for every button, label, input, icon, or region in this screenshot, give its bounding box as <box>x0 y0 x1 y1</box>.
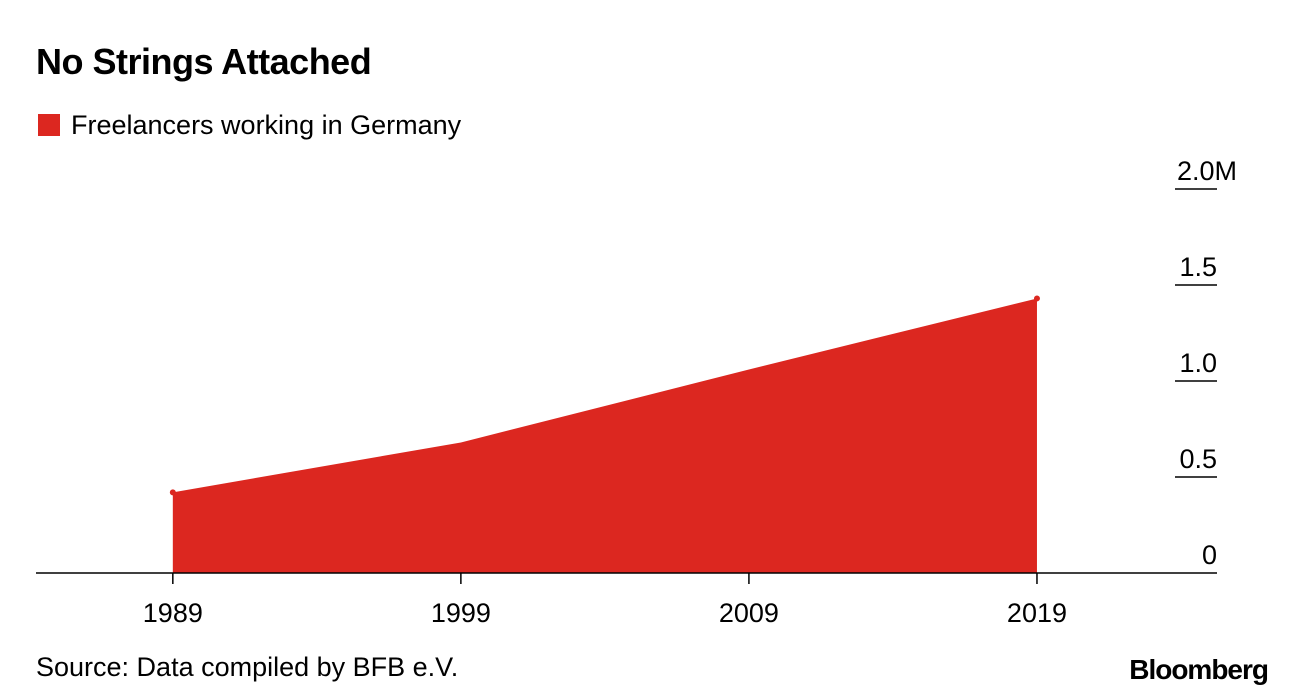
y-tick-label: 1.0 <box>1179 348 1217 378</box>
data-point <box>169 489 176 496</box>
y-tick-label: 1.5 <box>1179 252 1217 282</box>
x-tick-label: 2009 <box>719 598 779 628</box>
series-area <box>172 298 1037 573</box>
chart-title: No Strings Attached <box>36 41 372 82</box>
y-tick-label: 0 <box>1202 540 1217 570</box>
x-axis: 1989 1999 2009 2019 <box>143 573 1067 628</box>
x-tick-label: 1999 <box>431 598 491 628</box>
x-tick-label: 1989 <box>143 598 203 628</box>
y-tick-label: 0.5 <box>1179 444 1217 474</box>
legend-swatch <box>38 114 60 136</box>
y-tick-label: 2.0M <box>1177 156 1237 186</box>
source-note: Source: Data compiled by BFB e.V. <box>36 652 459 682</box>
legend-label: Freelancers working in Germany <box>71 110 462 140</box>
data-point <box>1033 295 1040 302</box>
x-tick-label: 2019 <box>1007 598 1067 628</box>
bloomberg-logo: Bloomberg <box>1129 654 1269 685</box>
y-axis: 0 0.5 1.0 1.5 2.0M <box>1175 156 1237 570</box>
legend: Freelancers working in Germany <box>38 108 461 142</box>
